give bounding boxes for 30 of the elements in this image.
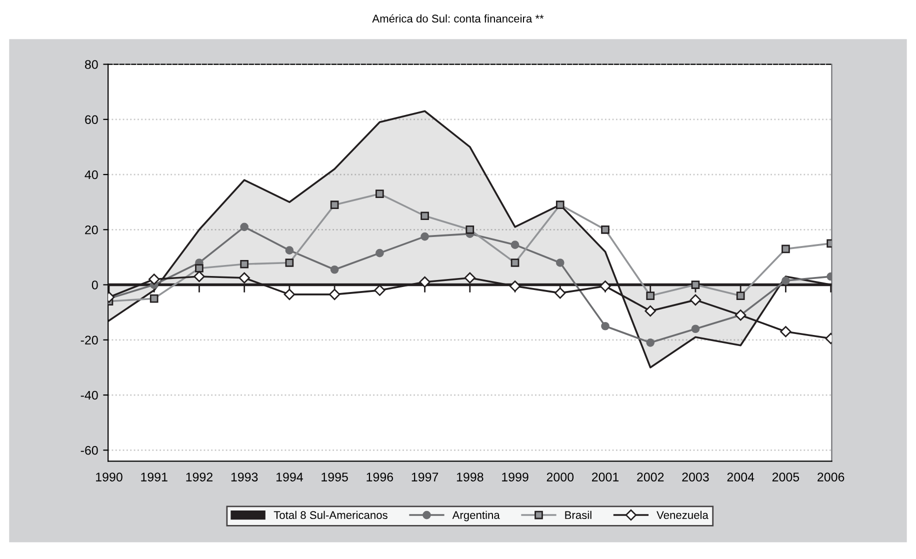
y-tick-label: -40 xyxy=(80,390,98,400)
y-tick-label: 60 xyxy=(85,115,98,124)
legend-label: Venezuela xyxy=(656,510,708,520)
x-tick-label: 1992 xyxy=(186,472,212,482)
x-tick-label: 1990 xyxy=(96,472,122,482)
x-tick-label: 2005 xyxy=(772,472,800,482)
y-tick-label: 40 xyxy=(84,170,98,180)
x-tick-label: 2003 xyxy=(682,472,709,482)
legend-label: Total 8 Sul-Americanos xyxy=(274,510,388,520)
x-tick-label: 1999 xyxy=(502,472,528,482)
x-tick-label: 2006 xyxy=(818,472,844,482)
x-tick-label: 1998 xyxy=(456,472,484,482)
x-tick-label: 1994 xyxy=(276,472,303,482)
y-tick-label: 20 xyxy=(85,225,98,234)
x-tick-label: 2000 xyxy=(546,472,574,482)
legend-label: Argentina xyxy=(452,510,500,522)
x-tick-label: 2001 xyxy=(592,472,619,482)
x-tick-label: 1997 xyxy=(412,472,438,482)
chart-title: América do Sul: conta financeira ** xyxy=(372,14,544,23)
x-tick-label: 1991 xyxy=(141,472,168,482)
y-tick-label: 80 xyxy=(85,60,98,69)
x-tick-label: 1995 xyxy=(322,472,348,482)
y-tick-label: -20 xyxy=(80,336,98,345)
legend-label: Brasil xyxy=(565,510,592,520)
x-tick-label: 1993 xyxy=(231,472,258,482)
y-tick-label: 0 xyxy=(92,280,98,290)
x-tick-label: 2002 xyxy=(637,472,664,482)
x-tick-label: 1996 xyxy=(366,472,394,482)
y-tick-label: -60 xyxy=(80,446,98,455)
x-tick-label: 2004 xyxy=(727,472,754,482)
